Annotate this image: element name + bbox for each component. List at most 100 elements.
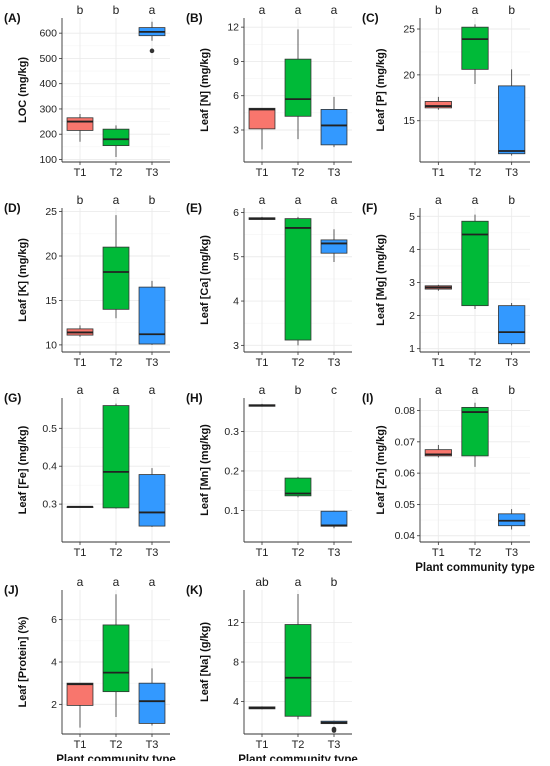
y-axis-title: Leaf [K] (mg/kg) — [17, 238, 29, 322]
panel-label: (F) — [362, 201, 377, 215]
significance-letter: a — [435, 383, 442, 397]
significance-letter: a — [331, 3, 338, 17]
x-tick-label: T3 — [505, 357, 518, 369]
box-t2 — [284, 476, 312, 498]
significance-letter: ab — [255, 575, 269, 589]
box-t2 — [102, 403, 130, 509]
significance-letter: b — [77, 3, 84, 17]
x-tick-label: T1 — [432, 357, 445, 369]
x-tick-label: T2 — [110, 357, 123, 369]
y-axis-title: Leaf [N] (mg/kg) — [199, 48, 211, 132]
y-tick-label: 12 — [227, 617, 239, 629]
y-tick-label: 4 — [233, 296, 239, 308]
x-tick-label: T2 — [110, 739, 123, 751]
panel-label: (A) — [4, 11, 21, 25]
x-tick-label: T3 — [505, 167, 518, 179]
x-tick-label: T1 — [74, 547, 87, 559]
y-axis-title: Leaf [Mn] (mg/kg) — [199, 424, 211, 516]
panel-i: 0.04 0.05 0.06 0.07 0.08 T1 T2 T3 a a b (I) Leaf [Zn… — [362, 383, 535, 574]
box-t2 — [102, 125, 130, 157]
panel-a: 100 200 300 400 500 600 T1 T2 T3 b b a (A) LOC (mg/kg… — [4, 3, 170, 179]
y-tick-label: 15 — [403, 115, 415, 127]
x-tick-label: T2 — [292, 167, 305, 179]
box-t3 — [138, 280, 166, 345]
significance-letter: a — [295, 575, 302, 589]
box-t1 — [66, 114, 94, 142]
panel-f: 1 2 3 4 5 T1 T2 T3 a a b (F) Leaf [Mg] (mg/kg) — [362, 193, 530, 369]
y-tick-label: 20 — [45, 251, 57, 263]
significance-letter: b — [508, 3, 515, 17]
panel-label: (I) — [362, 391, 373, 405]
significance-letter: c — [331, 383, 337, 397]
x-tick-label: T1 — [256, 357, 269, 369]
box-iqr — [320, 109, 348, 146]
box-t2 — [461, 214, 489, 309]
x-tick-label: T2 — [469, 167, 482, 179]
box-t3 — [320, 229, 348, 263]
x-tick-label: T3 — [328, 357, 341, 369]
x-tick-label: T3 — [146, 357, 159, 369]
box-t3 — [320, 96, 348, 148]
box-iqr — [320, 239, 348, 254]
box-iqr — [498, 305, 526, 345]
significance-letter: a — [149, 383, 156, 397]
panel-label: (J) — [4, 583, 19, 597]
y-tick-label: 4 — [409, 244, 415, 256]
x-tick-label: T1 — [256, 167, 269, 179]
y-tick-label: 0.07 — [395, 436, 416, 448]
y-tick-label: 0.04 — [395, 530, 416, 542]
y-tick-label: 2 — [409, 310, 415, 322]
box-iqr — [498, 85, 526, 155]
x-tick-label: T2 — [292, 739, 305, 751]
y-tick-label: 300 — [39, 103, 57, 115]
x-tick-label: T3 — [328, 739, 341, 751]
y-tick-label: 15 — [45, 295, 57, 307]
box-t1 — [248, 107, 276, 150]
box-t3 — [138, 668, 166, 726]
y-tick-label: 10 — [45, 339, 57, 351]
box-t2 — [102, 594, 130, 718]
y-tick-label: 6 — [51, 614, 57, 626]
y-tick-label: 5 — [409, 211, 415, 223]
panel-label: (D) — [4, 201, 21, 215]
box-iqr — [461, 26, 489, 70]
y-tick-label: 1 — [409, 343, 415, 355]
significance-letter: b — [77, 193, 84, 207]
y-tick-label: 3 — [233, 125, 239, 137]
y-axis-title: Leaf [Na] (g/kg) — [199, 622, 211, 702]
y-tick-label: 0.3 — [42, 499, 57, 511]
significance-letter: a — [259, 3, 266, 17]
x-axis-title: Plant community type — [238, 754, 358, 761]
box-iqr — [461, 406, 489, 457]
x-tick-label: T3 — [146, 167, 159, 179]
box-t3 — [498, 509, 526, 530]
significance-letter: a — [259, 193, 266, 207]
significance-letter: a — [295, 3, 302, 17]
box-t3 — [138, 468, 166, 527]
box-t2 — [461, 402, 489, 467]
significance-letter: a — [472, 383, 479, 397]
box-iqr — [102, 128, 130, 146]
x-tick-label: T1 — [432, 547, 445, 559]
box-iqr — [138, 682, 166, 724]
panel-label: (G) — [4, 391, 21, 405]
panel-c: 15 20 25 T1 T2 T3 b a b (C) Leaf [P] (mg/kg) — [362, 3, 530, 179]
panel-h: 0.1 0.2 0.3 T1 T2 T3 a b c (H) Leaf [Mn] (mg/kg) — [186, 383, 352, 559]
box-iqr — [102, 624, 130, 693]
y-tick-label: 12 — [227, 22, 239, 34]
x-tick-label: T2 — [110, 167, 123, 179]
panel-g: 0.3 0.4 0.5 T1 T2 T3 a a a (G) Leaf [Fe] (mg/kg) — [4, 383, 170, 559]
y-tick-label: 0.2 — [224, 465, 239, 477]
significance-letter: a — [149, 3, 156, 17]
x-tick-label: T1 — [256, 547, 269, 559]
x-tick-label: T2 — [110, 547, 123, 559]
x-tick-label: T3 — [328, 547, 341, 559]
box-iqr — [102, 405, 130, 509]
y-tick-label: 200 — [39, 129, 57, 141]
box-t3 — [320, 510, 348, 529]
significance-letter: a — [113, 575, 120, 589]
significance-letter: a — [259, 383, 266, 397]
box-iqr — [284, 218, 312, 341]
